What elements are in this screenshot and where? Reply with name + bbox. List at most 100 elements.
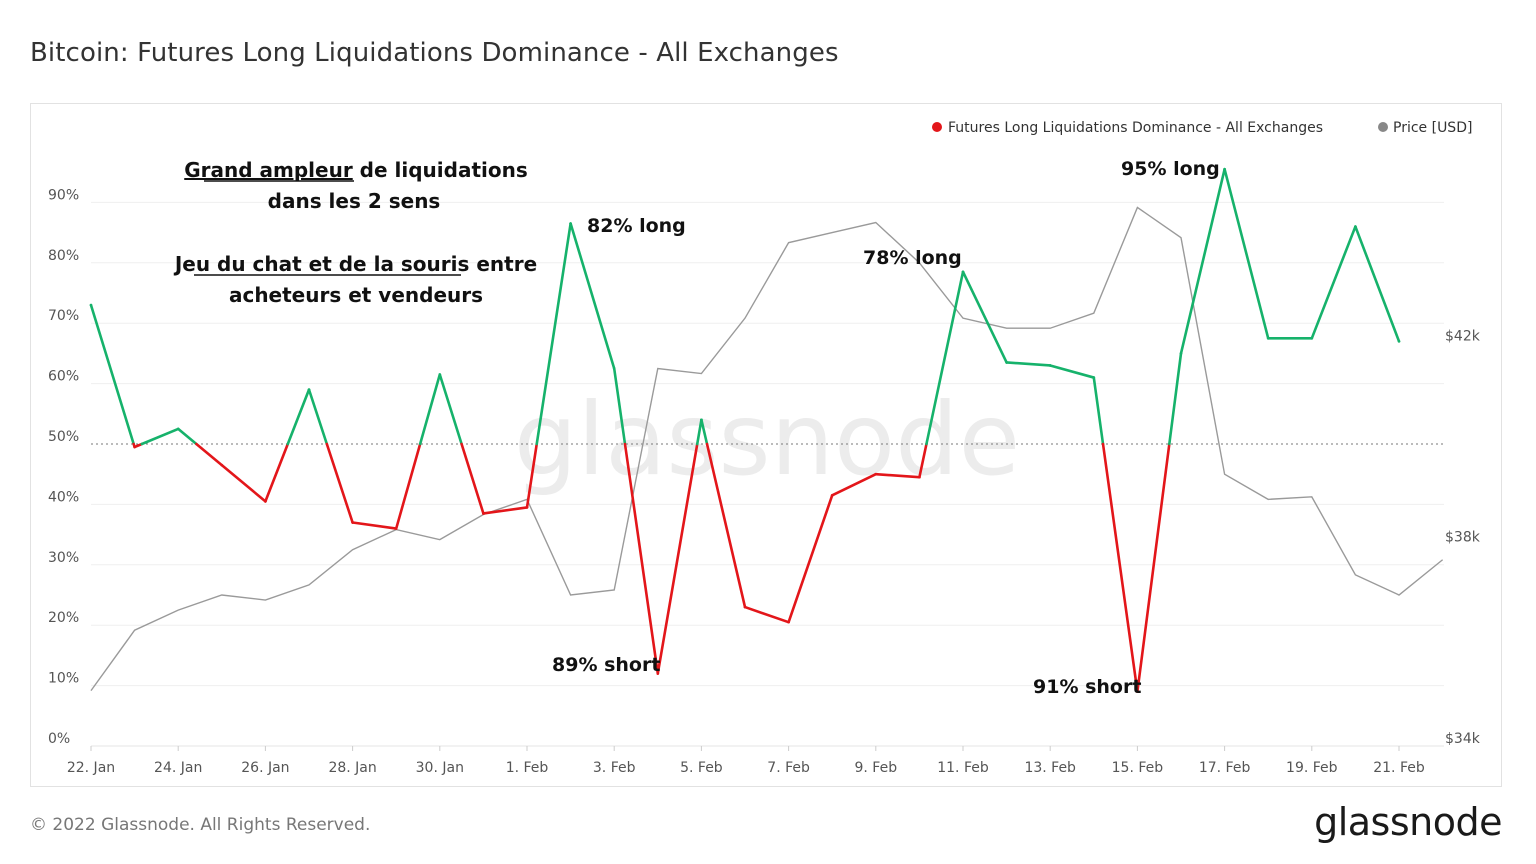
dominance-segment	[133, 442, 144, 449]
y-axis-left: 0% 10% 20% 30% 40% 50% 60% 70% 80% 90%	[48, 187, 79, 747]
page-title: Bitcoin: Futures Long Liquidations Domin…	[30, 38, 839, 68]
dominance-point	[438, 373, 442, 376]
dominance-segment	[918, 442, 928, 479]
dominance-segment	[325, 442, 354, 524]
price-line	[90, 206, 1444, 692]
x-tick-label: 13. Feb	[1024, 760, 1076, 776]
dominance-point	[1310, 337, 1314, 340]
dominance-segment	[351, 521, 398, 530]
watermark: glassnode	[514, 381, 1020, 498]
note-line-3-rest: entre	[469, 252, 537, 276]
annotation-91-short: 91% short	[1033, 676, 1141, 698]
dominance-point	[133, 445, 136, 449]
dominance-segment	[460, 442, 485, 515]
dominance-segment	[89, 303, 135, 446]
x-tick-label: 30. Jan	[416, 760, 464, 776]
x-tick-label: 11. Feb	[937, 760, 989, 776]
dominance-point	[1092, 376, 1096, 379]
dominance-point	[1136, 690, 1139, 693]
dominance-segment	[961, 270, 1008, 364]
dominance-segment	[418, 373, 442, 446]
dominance-segment	[140, 427, 180, 446]
dominance-point	[1223, 167, 1226, 171]
glassnode-logo: glassnode	[1314, 800, 1502, 844]
dominance-segment	[695, 418, 703, 446]
dominance-point	[700, 418, 703, 422]
chart-frame	[30, 103, 1502, 787]
dominance-point	[1048, 364, 1052, 367]
dominance-point	[612, 367, 616, 370]
dominance-segment	[220, 463, 267, 503]
dominance-segment	[700, 418, 709, 446]
dominance-point	[743, 605, 747, 609]
x-tick-label: 21. Feb	[1373, 760, 1425, 776]
dominance-segment	[743, 605, 790, 624]
dominance-segment	[612, 367, 627, 446]
dominance-segment	[787, 494, 834, 624]
dominance-segment	[1354, 225, 1401, 343]
dominance-point	[482, 512, 485, 515]
dominance-segment	[1168, 352, 1183, 446]
dominance-segment	[1005, 361, 1052, 367]
note-line-1: Grand ampleur de liquidations	[184, 158, 528, 182]
dominance-segment	[176, 427, 198, 446]
y-left-tick-label: 70%	[48, 308, 79, 324]
note-line-3-underlined: Jeu du chat et de la souris	[173, 252, 470, 276]
dominance-point	[1266, 337, 1270, 340]
dominance-point	[1397, 340, 1401, 343]
dominance-segment	[195, 442, 224, 467]
note-line-2: dans les 2 sens	[268, 189, 441, 213]
dominance-point	[1354, 225, 1357, 228]
x-tick-label: 9. Feb	[854, 760, 897, 776]
note-line-1-underlined: Grand ampleur	[184, 158, 353, 182]
annotation-78-long: 78% long	[863, 247, 962, 269]
legend-dominance-marker	[932, 122, 942, 132]
y-left-tick-label: 30%	[48, 550, 79, 566]
x-tick-label: 24. Jan	[154, 760, 202, 776]
dominance-segment	[925, 270, 965, 446]
dominance-segment	[482, 506, 529, 515]
y-left-tick-label: 80%	[48, 248, 79, 264]
annotation-95-long: 95% long	[1121, 158, 1220, 180]
dominance-segment	[623, 442, 660, 675]
y-right-tick-label: $34k	[1445, 731, 1481, 747]
dominance-point	[787, 620, 790, 624]
x-tick-label: 3. Feb	[593, 760, 636, 776]
copyright-text: © 2022 Glassnode. All Rights Reserved.	[30, 815, 371, 835]
dominance-point	[656, 672, 660, 675]
x-tick-label: 1. Feb	[506, 760, 549, 776]
dominance-segment	[705, 442, 747, 609]
x-tick-label: 28. Jan	[328, 760, 376, 776]
y-left-tick-label: 50%	[48, 429, 79, 445]
dominance-segment	[535, 222, 572, 446]
dominance-point	[525, 506, 529, 509]
dominance-segment	[1092, 376, 1105, 446]
dominance-point	[569, 222, 572, 225]
dominance-point	[918, 475, 921, 479]
y-left-tick-label: 0%	[48, 731, 70, 747]
dominance-segment	[1101, 442, 1139, 693]
note-line-3: Jeu du chat et de la souris entre	[173, 252, 537, 276]
dominance-point	[1005, 361, 1008, 364]
x-tick-label: 17. Feb	[1199, 760, 1251, 776]
x-tick-label: 22. Jan	[67, 760, 115, 776]
commentary-notes: Grand ampleur de liquidations dans les 2…	[173, 158, 537, 307]
y-right-tick-label: $38k	[1445, 530, 1481, 546]
annotation-89-short: 89% short	[552, 654, 660, 676]
dominance-point	[961, 270, 965, 274]
dominance-segment	[1310, 225, 1357, 340]
x-tick-label: 19. Feb	[1286, 760, 1338, 776]
x-tick-label: 5. Feb	[680, 760, 723, 776]
dominance-segment	[1223, 167, 1270, 340]
y-left-tick-label: 20%	[48, 610, 79, 626]
y-left-tick-label: 60%	[48, 369, 79, 385]
dominance-segment	[1136, 442, 1171, 693]
y-right-tick-label: $42k	[1445, 328, 1481, 344]
x-axis: 22. Jan 24. Jan 26. Jan 28. Jan 30. Jan 1. Fe…	[67, 746, 1425, 776]
annotation-82-long: 82% long	[587, 215, 686, 237]
dominance-segment	[1179, 167, 1226, 355]
dominance-segment	[656, 442, 699, 675]
legend-price-marker	[1378, 122, 1388, 132]
dominance-point	[89, 303, 93, 307]
